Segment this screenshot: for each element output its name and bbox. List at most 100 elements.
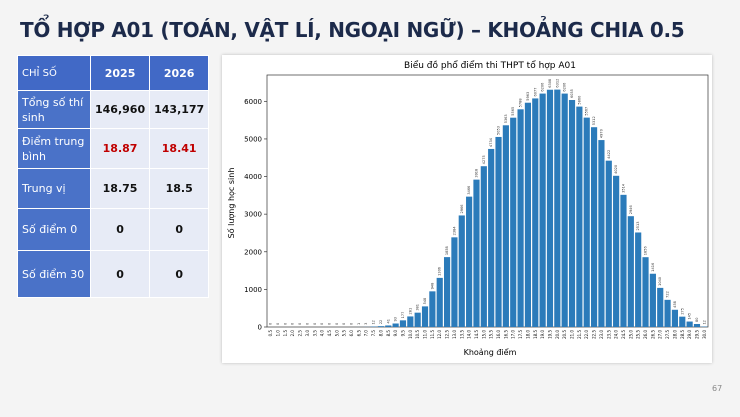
cell: 143,177 [149,90,210,129]
bar [443,257,451,327]
bar [627,216,634,327]
chart-title: Biểu đồ phổ điểm thi THPT tổ hợp A01 [404,60,576,71]
x-tick-label: 2.5 [298,330,303,337]
x-tick-label: 20.0 [555,330,560,339]
row-label: Số điểm 30 [17,250,91,298]
x-tick-label: 3.0 [305,330,310,337]
bar [657,287,664,327]
x-tick-label: 25.0 [628,330,633,339]
data-label: 0 [350,323,354,325]
x-tick-label: 11.0 [423,330,428,339]
cell: 0 [149,250,210,298]
x-tick-label: 10.5 [415,330,420,339]
bar [532,98,539,327]
row: Trung vị 18.75 18.5 [17,168,210,209]
x-tick-label: 24.0 [614,330,619,339]
data-label: 6077 [533,88,537,97]
y-tick-label: 0 [258,324,262,332]
x-tick-label: 12.0 [437,330,442,339]
y-tick-label: 3000 [244,211,262,219]
row-label: Tổng số thí sinh [17,90,91,129]
bar [686,321,693,327]
bar [539,93,546,328]
data-label: 275 [680,308,684,315]
data-label: 6308 [548,79,552,88]
data-label: 2384 [452,226,456,236]
data-label: 1856 [644,246,648,255]
bar [399,320,407,327]
data-label: 3466 [467,186,471,195]
data-label: 22 [379,320,383,324]
data-label: 0 [335,323,339,325]
bar [671,309,679,327]
x-tick-label: 14.5 [474,330,479,339]
x-tick-label: 29.5 [694,330,699,339]
page-number: 67 [712,384,723,393]
data-label: 0 [342,323,346,325]
data-label: 0 [276,323,280,325]
bar [583,117,590,328]
data-label: 1 [357,323,361,325]
x-tick-label: 13.0 [452,330,457,339]
data-label: 2513 [636,222,640,231]
cell: 18.87 [89,128,151,169]
bar [517,109,524,327]
bar [649,273,656,327]
data-label: 5788 [519,98,523,107]
x-tick-label: 6.0 [349,330,354,337]
cell: 0 [149,208,210,251]
data-label: 1416 [651,263,655,272]
bar [414,312,421,327]
data-label: 5053 [497,126,501,135]
bar [679,316,686,327]
data-label: 5860 [577,96,581,105]
x-tick-label: 26.5 [650,330,655,339]
x-tick-label: 19.5 [547,330,552,339]
bar [590,127,598,327]
bar [524,102,532,327]
data-label: 5565 [511,107,515,116]
x-tick-label: 5.5 [342,330,347,337]
x-tick-label: 1.0 [276,330,281,337]
x-tick-label: 19.0 [540,330,545,339]
row: Tổng số thí sinh 146,960 143,177 [17,90,210,129]
cell: 146,960 [89,90,151,129]
bar [554,89,561,327]
x-tick-label: 6.5 [356,330,361,337]
x-tick-label: 5.0 [334,330,339,337]
data-label: 0 [305,323,309,325]
data-label: 381 [416,304,420,311]
row-label: Trung vị [17,168,91,209]
x-tick-label: 25.5 [636,330,641,339]
bar [613,175,620,327]
x-tick-label: 13.5 [459,330,464,339]
x-tick-label: 28.0 [672,330,677,339]
x-tick-label: 9.5 [400,330,405,337]
data-label: 41 [386,319,390,323]
x-tick-label: 17.0 [511,330,516,339]
x-tick-label: 16.0 [496,330,501,339]
bar [568,100,576,328]
x-tick-label: 22.5 [592,330,597,339]
x-tick-label: 2.0 [290,330,295,337]
bar [451,237,458,327]
data-label: 0 [320,323,324,325]
data-label: 4970 [599,129,603,138]
bar [510,117,517,328]
x-tick-label: 12.5 [445,330,450,339]
chart-panel: Biểu đồ phổ điểm thi THPT tổ hợp A01 Kho… [222,55,712,363]
x-tick-label: 17.5 [518,330,523,339]
x-tick-label: 18.5 [533,330,538,339]
bar [385,325,392,327]
bar [466,196,473,327]
x-tick-label: 29.0 [687,330,692,339]
data-label: 4275 [482,155,486,164]
bar [664,299,671,327]
bar [620,194,627,327]
row-label: Điểm trung bình [17,128,91,169]
x-tick-label: 3.5 [312,330,317,337]
data-label: 0 [298,323,302,325]
data-label: 4422 [607,150,611,159]
bar [421,306,429,327]
